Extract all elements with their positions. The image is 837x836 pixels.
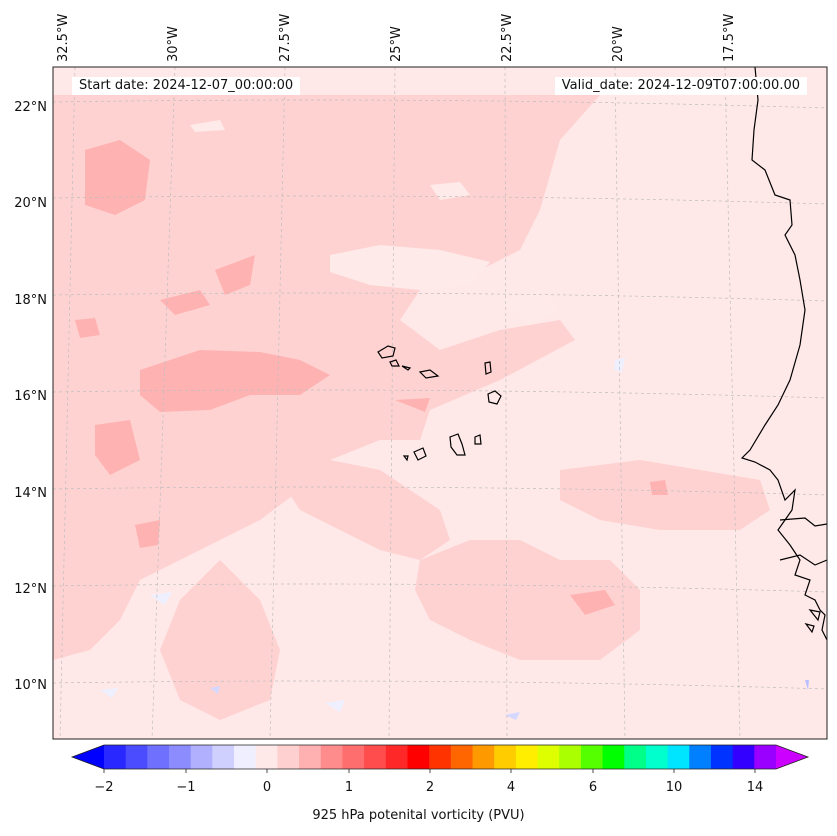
- longitude-labels: 32.5°W 30°W 27.5°W 25°W 22.5°W 20°W 17.5…: [56, 14, 737, 62]
- cbar-tick-1: −1: [176, 780, 195, 795]
- colorbar-cell: [364, 745, 387, 769]
- lon-label-0: 32.5°W: [56, 14, 71, 62]
- colorbar-cell: [190, 745, 213, 769]
- colorbar-cell: [754, 745, 777, 769]
- colorbar-cell: [125, 745, 148, 769]
- colorbar-cell: [255, 745, 279, 769]
- colorbar-extend-min: [72, 745, 104, 769]
- lat-label-1: 20°N: [14, 196, 47, 211]
- cbar-tick-6: 6: [589, 780, 597, 795]
- colorbar-cell: [104, 745, 127, 769]
- colorbar-cell: [689, 745, 712, 769]
- colorbar-label: 925 hPa potenital vorticity (PVU): [312, 808, 525, 823]
- cbar-tick-2: 0: [263, 780, 271, 795]
- lon-label-5: 20°W: [611, 26, 626, 62]
- colorbar: −2 −1 0 1 2 4 6 10 14: [70, 744, 810, 795]
- colorbar-cell: [385, 745, 409, 769]
- colorbar-cell: [320, 745, 344, 769]
- start-date-label: Start date: 2024-12-07_00:00:00: [72, 77, 301, 95]
- latitude-labels: 22°N 20°N 18°N 16°N 14°N 12°N 10°N: [14, 100, 47, 693]
- cbar-tick-3: 1: [345, 780, 353, 795]
- colorbar-cell: [299, 745, 322, 769]
- colorbar-cell: [515, 745, 539, 769]
- colorbar-cell: [147, 745, 170, 769]
- colorbar-cell: [450, 745, 474, 769]
- colorbar-cell: [580, 745, 604, 769]
- colorbar-cells: [104, 745, 777, 769]
- coastline-africa: [740, 67, 827, 641]
- colorbar-cell: [537, 745, 560, 769]
- cbar-tick-0: −2: [94, 780, 113, 795]
- lon-label-1: 30°W: [166, 26, 181, 62]
- cbar-tick-4: 2: [426, 780, 434, 795]
- colorbar-cell: [472, 745, 495, 769]
- colorbar-cell: [710, 745, 734, 769]
- cbar-tick-8: 14: [747, 780, 764, 795]
- colorbar-cell: [559, 745, 582, 769]
- lat-label-6: 10°N: [14, 678, 47, 693]
- colorbar-cell: [407, 745, 430, 769]
- colorbar-cell: [624, 745, 647, 769]
- colorbar-cell: [169, 745, 192, 769]
- colorbar-tick-marks: [103, 769, 756, 773]
- lon-label-2: 27.5°W: [278, 14, 293, 62]
- colorbar-cell: [602, 745, 625, 769]
- colorbar-extend-max: [776, 745, 808, 769]
- valid-date-label: Valid_date: 2024-12-09T07:00:00.00: [554, 77, 807, 95]
- cbar-tick-7: 10: [666, 780, 683, 795]
- lat-label-4: 14°N: [14, 486, 47, 501]
- lat-label-5: 12°N: [14, 582, 47, 597]
- lon-label-6: 17.5°W: [722, 14, 737, 62]
- lat-label-2: 18°N: [14, 293, 47, 308]
- colorbar-cell: [732, 745, 755, 769]
- cape-verde-islands: [377, 345, 821, 634]
- colorbar-cell: [234, 745, 257, 769]
- lon-label-3: 25°W: [389, 26, 404, 62]
- colorbar-cell: [277, 745, 300, 769]
- colorbar-cell: [494, 745, 517, 769]
- lat-label-0: 22°N: [14, 100, 47, 115]
- cbar-tick-5: 4: [507, 780, 515, 795]
- graticule: [53, 67, 827, 739]
- colorbar-cell: [645, 745, 669, 769]
- colorbar-cell: [429, 745, 452, 769]
- lon-label-4: 22.5°W: [500, 14, 515, 62]
- colorbar-cell: [667, 745, 690, 769]
- map-frame: [52, 66, 828, 740]
- colorbar-cell: [342, 745, 365, 769]
- lat-label-3: 16°N: [14, 389, 47, 404]
- colorbar-cell: [212, 745, 235, 769]
- pv-contour-field: [53, 67, 827, 739]
